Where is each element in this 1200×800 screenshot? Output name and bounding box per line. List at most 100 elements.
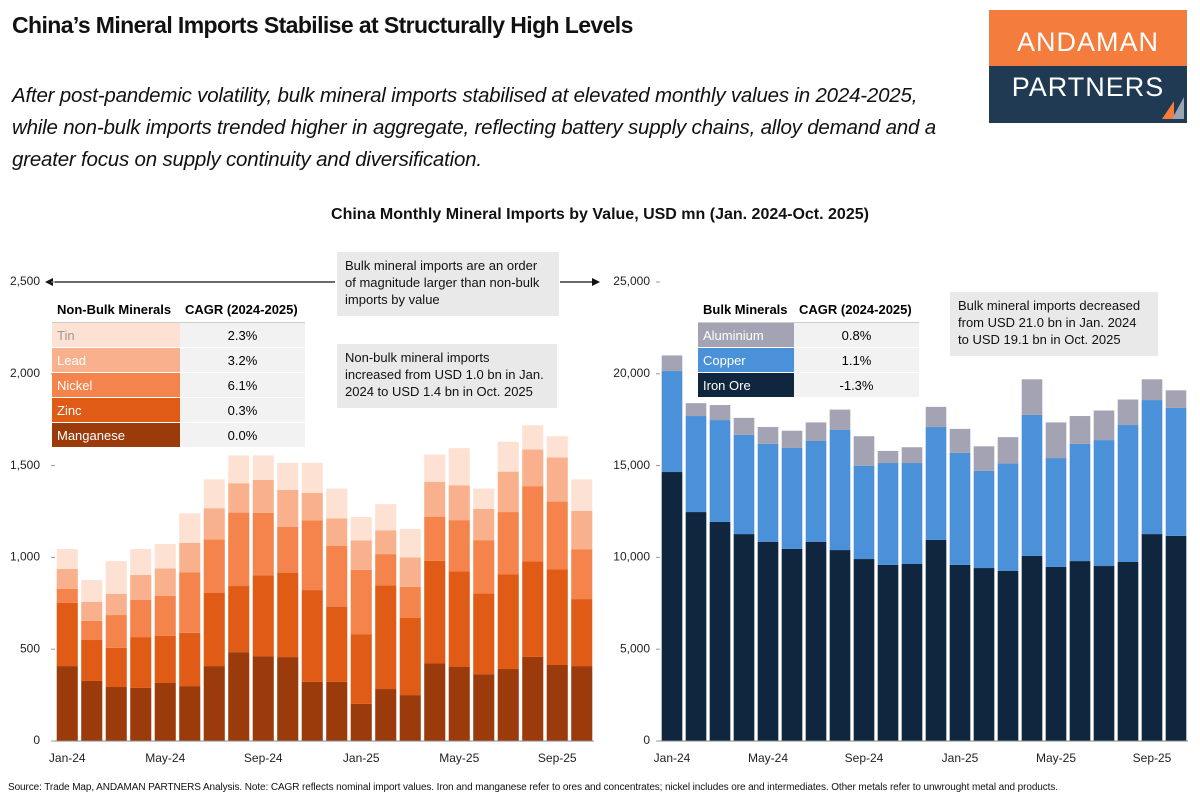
bar-segment: [997, 570, 1019, 741]
legend-row: Tin 2.3%: [52, 322, 305, 348]
x-tick-label: Jan-24: [654, 751, 691, 765]
logo-top: ANDAMAN: [989, 10, 1187, 66]
bar-segment: [56, 588, 78, 603]
bar-segment: [350, 703, 372, 741]
legend-name: Aluminium: [698, 322, 794, 348]
legend-cagr: 6.1%: [180, 372, 305, 398]
bar-segment: [228, 512, 250, 587]
annotation: Non-bulk mineral imports increased from …: [337, 344, 557, 408]
bar-segment: [399, 617, 421, 696]
bar-segment: [448, 520, 470, 572]
bar-segment: [805, 440, 827, 542]
bar-segment: [571, 599, 593, 667]
bar-segment: [1141, 400, 1163, 535]
bar-segment: [997, 463, 1019, 571]
bar-segment: [1117, 425, 1139, 562]
bar-segment: [130, 548, 152, 576]
x-tick-label: Jan-25: [343, 751, 380, 765]
bar-segment: [81, 640, 103, 681]
legend-header-row: Non-Bulk Minerals CAGR (2024-2025): [52, 296, 305, 323]
bar-segment: [252, 479, 274, 513]
x-tick-label: Sep-25: [1133, 751, 1172, 765]
bar-segment: [56, 568, 78, 589]
bar-segment: [301, 681, 323, 741]
bar-segment: [497, 669, 519, 741]
bar-segment: [473, 488, 495, 509]
bar-segment: [228, 652, 250, 741]
y-tick-label: 15,000: [613, 458, 650, 472]
bar-segment: [1093, 566, 1115, 741]
chart-title: China Monthly Mineral Imports by Value, …: [331, 206, 869, 223]
bar-segment: [154, 568, 176, 596]
bar-segment: [1021, 555, 1043, 741]
bar-segment: [277, 526, 299, 573]
bar-segment: [1141, 379, 1163, 401]
bar-segment: [973, 568, 995, 741]
bar-segment: [829, 409, 851, 430]
legend-table: Bulk Minerals CAGR (2024-2025) Aluminium 0.…: [698, 296, 919, 398]
bar-segment: [877, 450, 899, 464]
bar-segment: [179, 542, 201, 573]
bar-segment: [757, 427, 779, 444]
bar-segment: [448, 571, 470, 668]
bar-segment: [179, 686, 201, 741]
bar-segment: [105, 687, 127, 741]
bar-segment: [546, 569, 568, 665]
bar-segment: [546, 664, 568, 741]
bar-segment: [424, 481, 446, 517]
legend-row: Manganese 0.0%: [52, 422, 305, 448]
y-tick-label: 0: [643, 733, 650, 747]
arrow-head: [45, 278, 53, 286]
legend-name: Iron Ore: [698, 372, 794, 398]
bar-segment: [179, 572, 201, 633]
bar-segment: [130, 687, 152, 741]
legend-cagr: 2.3%: [180, 322, 305, 348]
bar-segment: [571, 479, 593, 511]
y-tick-label: 25,000: [613, 274, 650, 288]
bar-segment: [522, 425, 544, 450]
bar-segment: [277, 572, 299, 658]
bar-segment: [424, 560, 446, 664]
legend-cagr: 0.3%: [180, 397, 305, 423]
legend-cagr: -1.3%: [794, 372, 919, 398]
bar-segment: [1045, 458, 1067, 567]
source: Source: Trade Map, ANDAMAN PARTNERS Anal…: [8, 782, 1058, 793]
legend-table: Non-Bulk Minerals CAGR (2024-2025) Tin 2.3%…: [52, 296, 305, 448]
legend-name: Manganese: [52, 422, 180, 448]
logo-tri: [1172, 97, 1184, 119]
bar-segment: [829, 429, 851, 551]
bar-segment: [81, 620, 103, 641]
x-tick-label: May-24: [145, 751, 185, 765]
bar-segment: [154, 635, 176, 683]
y-tick-label: 1,000: [10, 550, 40, 564]
bar-segment: [829, 550, 851, 741]
bar-segment: [448, 448, 470, 486]
x-tick-label: Sep-25: [538, 751, 577, 765]
bar-segment: [399, 557, 421, 587]
y-tick-label: 20,000: [613, 366, 650, 380]
bar-segment: [326, 488, 348, 519]
bar-segment: [375, 504, 397, 531]
bar-segment: [546, 501, 568, 570]
bar-segment: [424, 516, 446, 561]
x-tick-label: Jan-24: [49, 751, 86, 765]
bar-segment: [709, 405, 731, 421]
bar-segment: [901, 463, 923, 565]
bar-segment: [973, 446, 995, 471]
bar-segment: [497, 471, 519, 513]
legend-cagr: 0.8%: [794, 322, 919, 348]
bar-segment: [1069, 443, 1091, 562]
bar-segment: [56, 548, 78, 569]
bar-segment: [522, 486, 544, 562]
bar-segment: [685, 512, 707, 741]
bar-segment: [105, 647, 127, 688]
bar-segment: [1021, 379, 1043, 415]
y-tick-label: 2,000: [10, 366, 40, 380]
bar-segment: [997, 437, 1019, 464]
bar-segment: [203, 539, 225, 593]
bar-segment: [949, 452, 971, 565]
bar-segment: [877, 463, 899, 565]
legend-name: Zinc: [52, 397, 180, 423]
